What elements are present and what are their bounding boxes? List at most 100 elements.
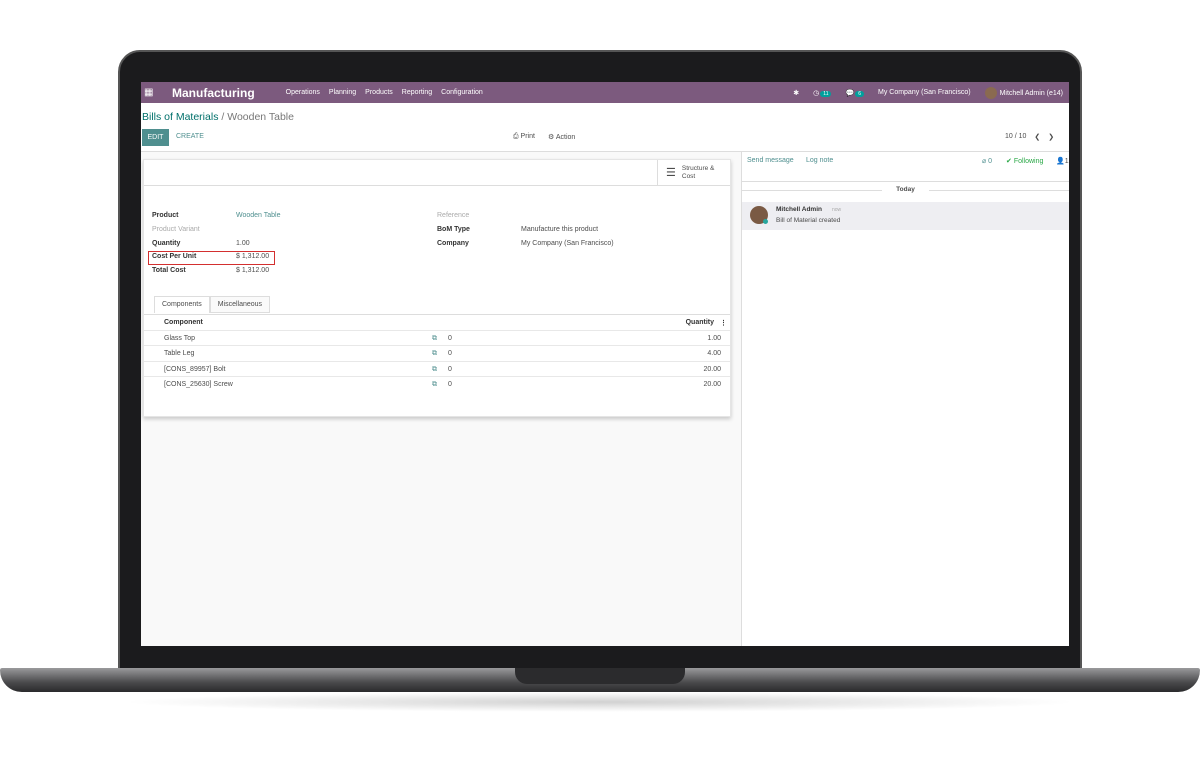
component-quantity: 1.00 — [707, 334, 721, 342]
following-button[interactable]: ✔ Following — [1006, 157, 1043, 165]
structure-label: Structure & — [681, 164, 715, 172]
total-cost-value: $ 1,312.00 — [236, 267, 270, 274]
forecast-icon[interactable]: ⧉ — [432, 381, 437, 388]
component-quantity: 20.00 — [703, 381, 721, 388]
send-message-button[interactable]: Send message — [747, 157, 794, 164]
tab-miscellaneous[interactable]: Miscellaneous — [209, 296, 271, 313]
attachments-button[interactable]: ⌀ 0 — [982, 157, 992, 165]
menu-planning[interactable]: Planning — [328, 89, 357, 96]
clock-icon: ◷ — [813, 89, 820, 97]
activity-badge: 11 — [820, 90, 832, 97]
message: Mitchell Admin now Bill of Material crea… — [742, 202, 1069, 230]
menu-reporting[interactable]: Reporting — [401, 89, 433, 96]
cost-per-unit-value: $ 1,312.00 — [236, 253, 270, 260]
form-sheet: ☰ Structure & Cost Product Wooden Table P… — [143, 159, 731, 417]
components-table: Component Quantity ⋮ Glass Top ⧉ 0 1.00 … — [144, 315, 730, 393]
product-label: Product — [152, 212, 179, 219]
table-row[interactable]: [CONS_89957] Bolt ⧉ 0 20.00 — [144, 362, 730, 377]
menu-configuration[interactable]: Configuration — [441, 89, 483, 96]
previous-icon[interactable]: ❮ — [1034, 134, 1041, 141]
attachment-count: 0 — [988, 158, 993, 165]
quantity-label: Quantity — [152, 240, 181, 247]
component-name: [CONS_25630] Screw — [164, 381, 233, 388]
message-author[interactable]: Mitchell Admin — [776, 206, 822, 213]
paperclip-icon: ⌀ — [982, 158, 987, 165]
followers-count: 1 — [1064, 158, 1069, 165]
edit-button[interactable]: EDIT — [142, 129, 169, 146]
printer-icon: ⎙ — [513, 133, 521, 140]
product-variant-label: Product Variant — [152, 226, 200, 233]
quantity-value: 1.00 — [236, 240, 250, 247]
chatter-topbar: Send message Log note ⌀ 0 ✔ Following 👤1 — [742, 152, 1069, 182]
print-button[interactable]: ⎙ Print — [513, 133, 535, 141]
user-avatar — [984, 86, 997, 99]
total-cost-label: Total Cost — [152, 267, 186, 274]
user-name: Mitchell Admin (e14) — [999, 89, 1063, 97]
app-name[interactable]: Manufacturing — [172, 85, 255, 100]
reference-label: Reference — [437, 212, 470, 219]
top-navbar: ▦ Manufacturing Operations Planning Prod… — [141, 82, 1069, 103]
pager: 10 / 10 ❮ ❯ — [1005, 133, 1054, 141]
log-note-button[interactable]: Log note — [806, 157, 834, 164]
bars-icon: ☰ — [666, 167, 676, 179]
structure-cost-button[interactable]: ☰ Structure & Cost — [657, 160, 730, 185]
component-count: 0 — [448, 381, 452, 388]
cost-label: Cost — [681, 172, 696, 180]
next-icon[interactable]: ❯ — [1048, 134, 1055, 141]
check-icon: ✔ — [1006, 158, 1012, 165]
table-row[interactable]: Table Leg ⧉ 0 4.00 — [144, 346, 730, 362]
table-header: Component Quantity ⋮ — [144, 315, 730, 331]
activities-button[interactable]: ◷ 11 — [813, 89, 832, 97]
component-count: 0 — [448, 350, 452, 357]
company-switcher[interactable]: My Company (San Francisco) — [877, 89, 971, 96]
menu-operations[interactable]: Operations — [285, 89, 320, 96]
message-time: now — [832, 207, 842, 213]
divider — [144, 185, 730, 186]
messages-button[interactable]: 💬 6 — [845, 89, 864, 97]
bug-icon[interactable]: ✱ — [793, 89, 800, 97]
chatter-panel: Send message Log note ⌀ 0 ✔ Following 👤1… — [741, 152, 1069, 646]
component-name: Table Leg — [164, 350, 195, 357]
cost-per-unit-label: Cost Per Unit — [152, 253, 197, 260]
pager-value[interactable]: 10 / 10 — [1005, 133, 1027, 140]
component-quantity: 4.00 — [707, 350, 721, 357]
column-component[interactable]: Component — [164, 319, 203, 326]
laptop-shadow — [120, 692, 1080, 712]
tab-components[interactable]: Components — [154, 296, 210, 313]
product-value[interactable]: Wooden Table — [236, 212, 281, 219]
date-separator: Today — [742, 186, 1069, 193]
online-status-icon — [763, 219, 768, 224]
followers-button[interactable]: 👤1 — [1056, 157, 1069, 165]
action-button[interactable]: ⚙ Action — [548, 133, 575, 141]
user-icon: 👤 — [1056, 158, 1065, 165]
company-value: My Company (San Francisco) — [521, 240, 614, 247]
divider — [141, 151, 1069, 152]
screen: ▦ Manufacturing Operations Planning Prod… — [141, 82, 1069, 646]
action-label: Action — [555, 134, 576, 141]
message-badge: 6 — [855, 90, 864, 97]
breadcrumb-parent[interactable]: Bills of Materials — [142, 111, 219, 123]
message-body: Bill of Material created — [776, 217, 841, 224]
table-row[interactable]: [CONS_25630] Screw ⧉ 0 20.00 — [144, 377, 730, 393]
table-row[interactable]: Glass Top ⧉ 0 1.00 — [144, 331, 730, 346]
laptop-notch — [515, 668, 685, 684]
menu-products[interactable]: Products — [365, 89, 393, 96]
component-name: Glass Top — [164, 334, 195, 342]
user-menu[interactable]: Mitchell Admin (e14) — [984, 86, 1063, 99]
bom-type-label: BoM Type — [437, 226, 470, 233]
column-quantity[interactable]: Quantity — [685, 319, 714, 326]
breadcrumb-current: Wooden Table — [227, 111, 294, 123]
forecast-icon[interactable]: ⧉ — [432, 365, 437, 373]
following-label: Following — [1013, 158, 1044, 165]
highlight-box — [148, 251, 275, 265]
notebook-tabs: Components Miscellaneous — [154, 296, 271, 313]
divider — [144, 314, 730, 315]
breadcrumb-separator: / — [221, 111, 225, 123]
create-button[interactable]: CREATE — [176, 133, 204, 140]
breadcrumb: Bills of Materials / Wooden Table — [142, 111, 294, 123]
column-options-icon[interactable]: ⋮ — [720, 320, 727, 327]
component-count: 0 — [448, 365, 452, 373]
forecast-icon[interactable]: ⧉ — [432, 350, 437, 357]
forecast-icon[interactable]: ⧉ — [432, 334, 437, 342]
apps-grid-icon[interactable]: ▦ — [144, 87, 154, 98]
